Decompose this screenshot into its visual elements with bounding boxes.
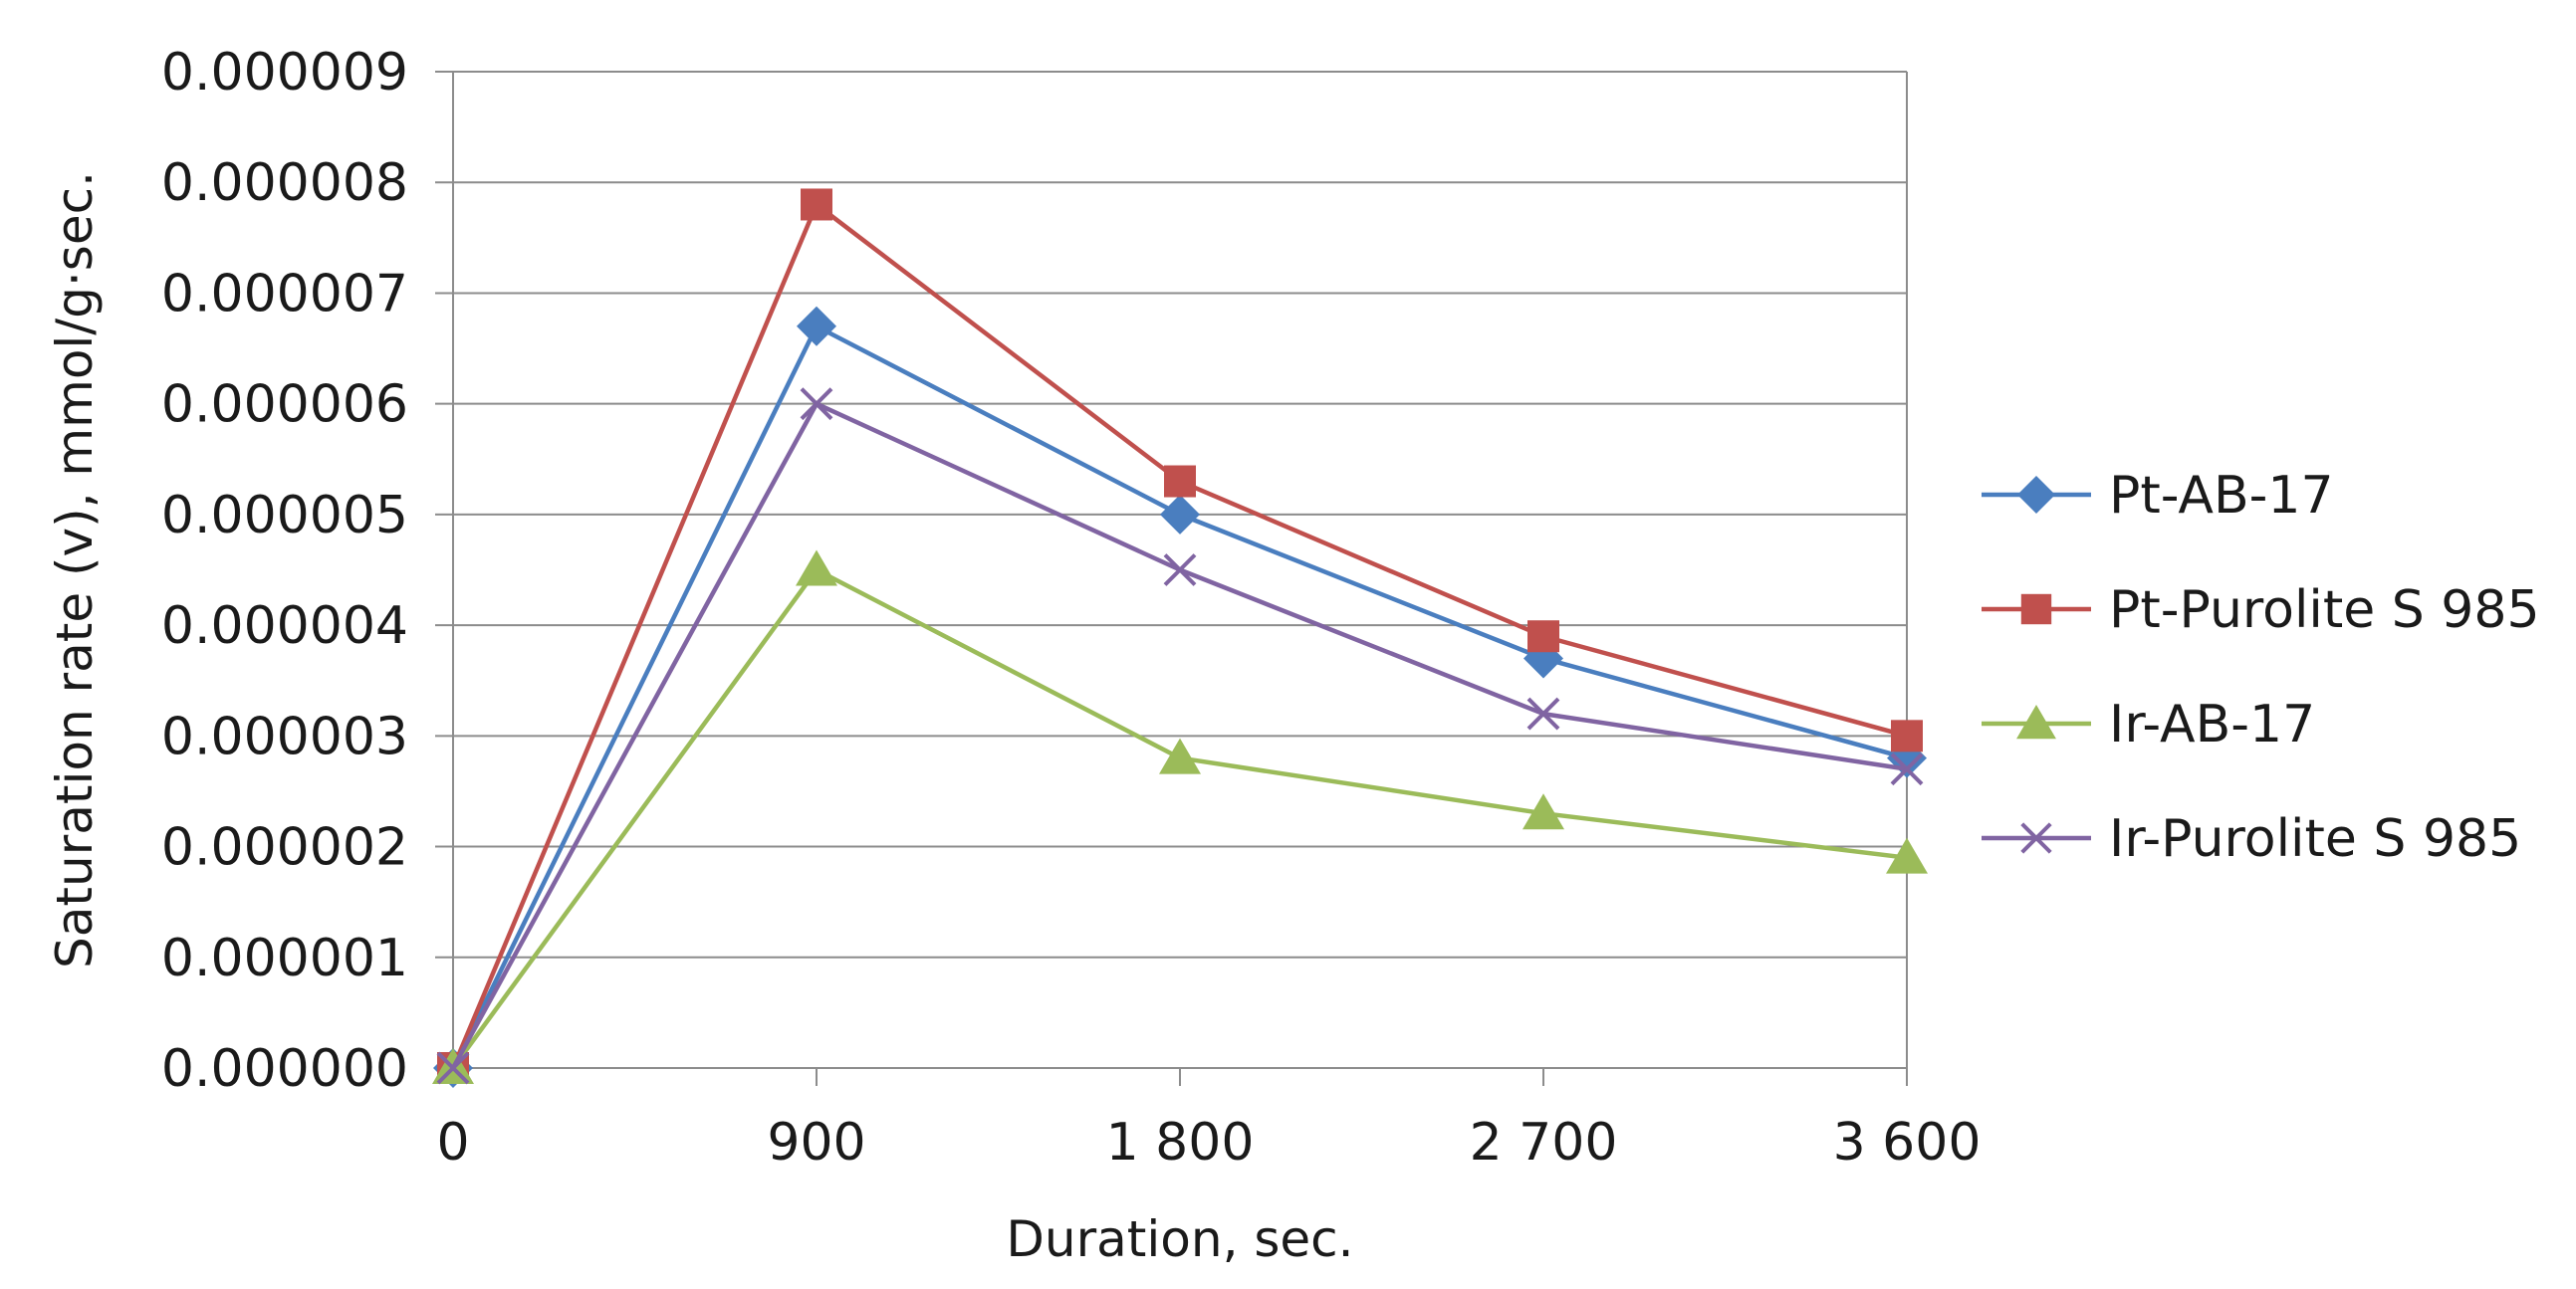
- data-point: [1526, 697, 1560, 731]
- data-point: [1891, 720, 1923, 752]
- marker-stroke: [2020, 822, 2052, 854]
- series-line: [450, 202, 1908, 1069]
- y-axis-title: Saturation rate (v), mmol/g·sec.: [46, 171, 104, 968]
- x-tick-label: 2 700: [1470, 1113, 1618, 1173]
- marker-stroke: [1163, 553, 1197, 586]
- x-tick-label: 3 600: [1833, 1113, 1982, 1173]
- data-point: [796, 549, 837, 586]
- series-pt-purolite-s-985: [437, 188, 1923, 1084]
- data-point: [1527, 620, 1559, 653]
- legend-label: Pt-AB-17: [2109, 466, 2334, 526]
- legend-label: Pt-Purolite S 985: [2109, 580, 2540, 640]
- series-ir-purolite-s-985: [436, 387, 1924, 1085]
- legend-item: Ir-AB-17: [1982, 695, 2315, 754]
- data-point: [1890, 752, 1924, 786]
- y-tick-label: 0.000009: [161, 43, 408, 103]
- data-point: [1522, 793, 1564, 830]
- y-tick-label: 0.000001: [161, 929, 408, 988]
- data-point: [1886, 837, 1928, 874]
- y-tick-label: 0.000000: [161, 1039, 408, 1099]
- tick-labels: 0.000000 0.000001 0.000002 0.000003 0.000004…: [161, 43, 1982, 1173]
- legend-label: Ir-AB-17: [2109, 695, 2315, 754]
- series-line: [451, 567, 1908, 1070]
- y-tick-label: 0.000006: [161, 375, 408, 435]
- legend-marker: [2020, 822, 2052, 854]
- y-tick-label: 0.000004: [161, 596, 408, 656]
- data-point: [1159, 738, 1201, 774]
- marker-stroke: [1890, 752, 1924, 786]
- series-group: [432, 188, 1928, 1088]
- x-tick-label: 1 800: [1106, 1113, 1255, 1173]
- data-point: [1160, 494, 1200, 535]
- marker-stroke: [436, 1051, 470, 1085]
- y-tick-label: 0.000003: [161, 707, 408, 766]
- y-tick-label: 0.000008: [161, 153, 408, 213]
- y-tick-label: 0.000005: [161, 486, 408, 545]
- marker-stroke: [800, 387, 833, 421]
- legend-label: Ir-Purolite S 985: [2109, 809, 2521, 869]
- legend-item: Pt-Purolite S 985: [1982, 580, 2540, 640]
- data-point: [797, 306, 836, 346]
- series-ir-ab-17: [432, 549, 1928, 1084]
- legend-item: Ir-Purolite S 985: [1982, 809, 2521, 869]
- marker-stroke: [1526, 697, 1560, 731]
- legend-marker: [2016, 705, 2056, 740]
- data-point: [1163, 553, 1197, 586]
- x-tick-label: 900: [767, 1113, 865, 1173]
- y-tick-label: 0.000007: [161, 264, 408, 323]
- data-point: [436, 1051, 470, 1085]
- data-point: [801, 188, 832, 221]
- legend-marker: [2017, 476, 2055, 514]
- x-axis-title: Duration, sec.: [1006, 1210, 1353, 1268]
- legend-item: Pt-AB-17: [1982, 466, 2334, 526]
- data-point: [1164, 465, 1196, 498]
- x-tick-label: 0: [436, 1113, 469, 1173]
- data-point: [800, 387, 833, 421]
- y-tick-label: 0.000002: [161, 818, 408, 878]
- legend: Pt-AB-17 Pt-Purolite S 985 Ir-AB-17 Ir-Puro…: [1982, 466, 2540, 869]
- legend-marker: [2020, 593, 2052, 625]
